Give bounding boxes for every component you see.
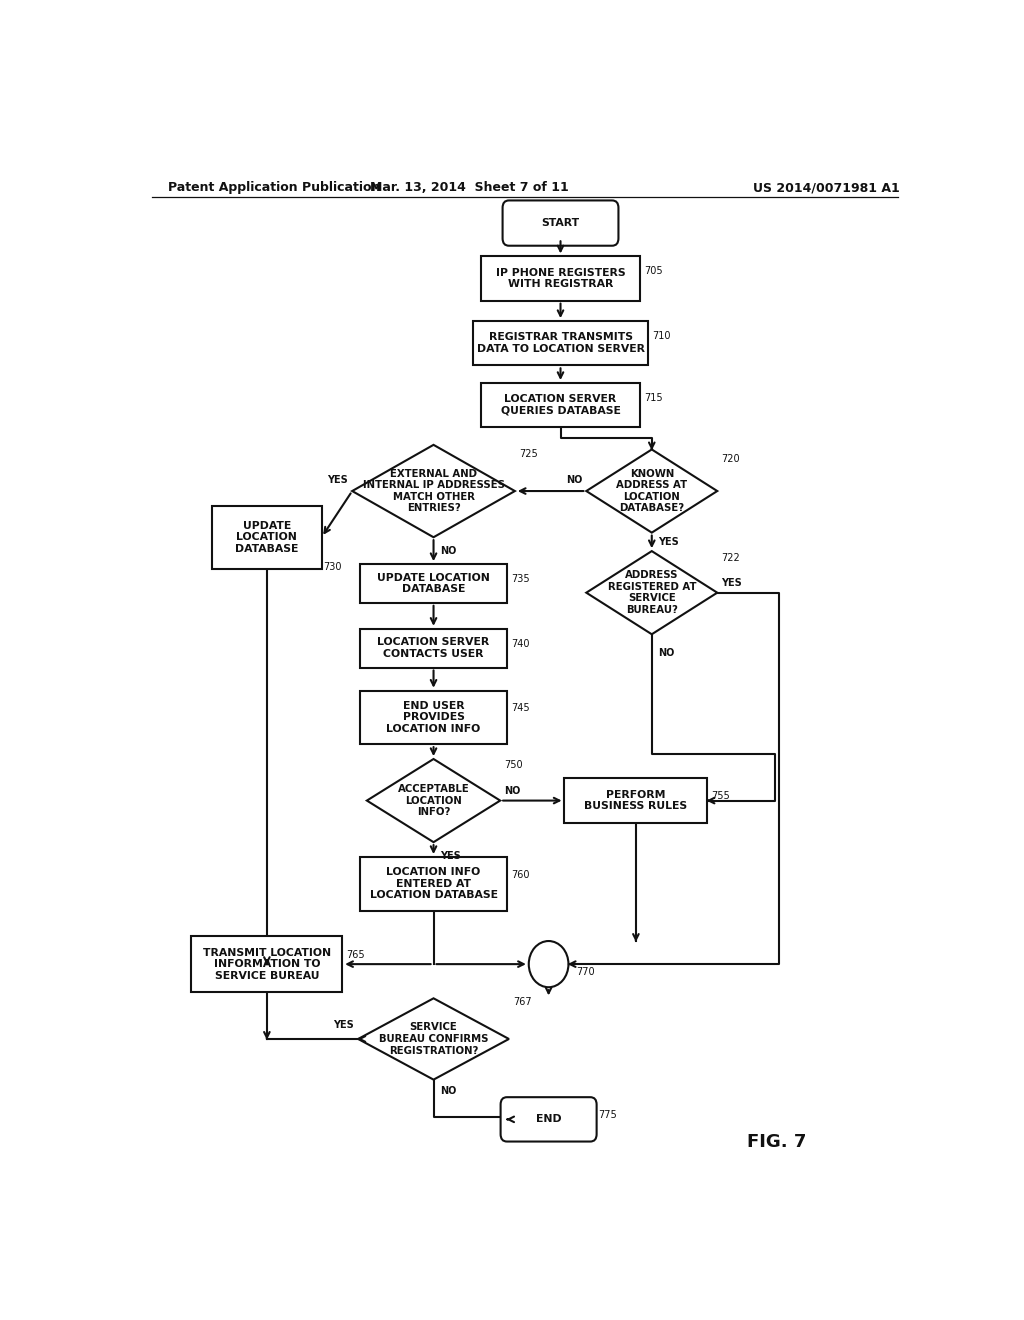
Text: LOCATION INFO
ENTERED AT
LOCATION DATABASE: LOCATION INFO ENTERED AT LOCATION DATABA… bbox=[370, 867, 498, 900]
Bar bbox=[564, 779, 708, 822]
Bar bbox=[191, 936, 342, 991]
Text: YES: YES bbox=[721, 578, 742, 589]
Text: NO: NO bbox=[440, 1086, 457, 1096]
Text: NO: NO bbox=[504, 787, 520, 796]
Bar bbox=[360, 628, 507, 668]
Polygon shape bbox=[367, 759, 500, 842]
Text: 735: 735 bbox=[511, 574, 530, 583]
Text: YES: YES bbox=[334, 1020, 354, 1030]
Text: END: END bbox=[536, 1114, 561, 1125]
Text: ACCEPTABLE
LOCATION
INFO?: ACCEPTABLE LOCATION INFO? bbox=[397, 784, 469, 817]
Text: 725: 725 bbox=[519, 449, 538, 459]
Text: 745: 745 bbox=[511, 704, 530, 713]
Text: 730: 730 bbox=[324, 562, 342, 572]
Text: Mar. 13, 2014  Sheet 7 of 11: Mar. 13, 2014 Sheet 7 of 11 bbox=[370, 181, 568, 194]
Text: EXTERNAL AND
INTERNAL IP ADDRESSES
MATCH OTHER
ENTRIES?: EXTERNAL AND INTERNAL IP ADDRESSES MATCH… bbox=[362, 469, 505, 513]
Bar bbox=[360, 857, 507, 911]
Text: US 2014/0071981 A1: US 2014/0071981 A1 bbox=[753, 181, 900, 194]
Text: 750: 750 bbox=[504, 760, 523, 771]
Text: 755: 755 bbox=[712, 791, 730, 801]
FancyBboxPatch shape bbox=[503, 201, 618, 246]
Text: UPDATE
LOCATION
DATABASE: UPDATE LOCATION DATABASE bbox=[236, 520, 299, 554]
Text: 760: 760 bbox=[511, 870, 529, 879]
Text: 705: 705 bbox=[644, 267, 663, 276]
Bar bbox=[212, 506, 322, 569]
Text: YES: YES bbox=[328, 475, 348, 484]
Bar bbox=[360, 690, 507, 744]
Text: 740: 740 bbox=[511, 639, 529, 648]
Text: 767: 767 bbox=[513, 997, 531, 1007]
Text: 710: 710 bbox=[652, 331, 671, 341]
Text: YES: YES bbox=[440, 851, 461, 861]
Text: 770: 770 bbox=[577, 966, 595, 977]
Bar bbox=[481, 256, 640, 301]
Text: 775: 775 bbox=[598, 1110, 616, 1119]
Polygon shape bbox=[587, 552, 717, 635]
Bar bbox=[360, 564, 507, 603]
Text: IP PHONE REGISTERS
WITH REGISTRAR: IP PHONE REGISTERS WITH REGISTRAR bbox=[496, 268, 626, 289]
Polygon shape bbox=[587, 449, 717, 533]
Text: TRANSMIT LOCATION
INFORMATION TO
SERVICE BUREAU: TRANSMIT LOCATION INFORMATION TO SERVICE… bbox=[203, 948, 331, 981]
Bar bbox=[473, 321, 648, 366]
Text: Patent Application Publication: Patent Application Publication bbox=[168, 181, 380, 194]
Text: NO: NO bbox=[658, 648, 675, 657]
Text: SERVICE
BUREAU CONFIRMS
REGISTRATION?: SERVICE BUREAU CONFIRMS REGISTRATION? bbox=[379, 1023, 488, 1056]
Text: 722: 722 bbox=[722, 553, 740, 562]
Text: KNOWN
ADDRESS AT
LOCATION
DATABASE?: KNOWN ADDRESS AT LOCATION DATABASE? bbox=[616, 469, 687, 513]
Text: REGISTRAR TRANSMITS
DATA TO LOCATION SERVER: REGISTRAR TRANSMITS DATA TO LOCATION SER… bbox=[476, 333, 644, 354]
Text: 765: 765 bbox=[346, 950, 365, 960]
Text: END USER
PROVIDES
LOCATION INFO: END USER PROVIDES LOCATION INFO bbox=[386, 701, 480, 734]
Circle shape bbox=[528, 941, 568, 987]
Polygon shape bbox=[358, 998, 509, 1080]
Text: NO: NO bbox=[440, 546, 457, 556]
Polygon shape bbox=[352, 445, 515, 537]
Text: LOCATION SERVER
QUERIES DATABASE: LOCATION SERVER QUERIES DATABASE bbox=[501, 395, 621, 416]
Text: LOCATION SERVER
CONTACTS USER: LOCATION SERVER CONTACTS USER bbox=[378, 638, 489, 659]
Text: UPDATE LOCATION
DATABASE: UPDATE LOCATION DATABASE bbox=[377, 573, 489, 594]
Text: 715: 715 bbox=[644, 393, 663, 403]
Bar bbox=[481, 383, 640, 428]
Text: 720: 720 bbox=[722, 454, 740, 463]
Text: START: START bbox=[542, 218, 580, 228]
Text: FIG. 7: FIG. 7 bbox=[748, 1134, 806, 1151]
Text: NO: NO bbox=[566, 475, 583, 484]
Text: PERFORM
BUSINESS RULES: PERFORM BUSINESS RULES bbox=[585, 789, 687, 812]
Text: ADDRESS
REGISTERED AT
SERVICE
BUREAU?: ADDRESS REGISTERED AT SERVICE BUREAU? bbox=[607, 570, 696, 615]
Text: YES: YES bbox=[658, 537, 679, 546]
FancyBboxPatch shape bbox=[501, 1097, 597, 1142]
